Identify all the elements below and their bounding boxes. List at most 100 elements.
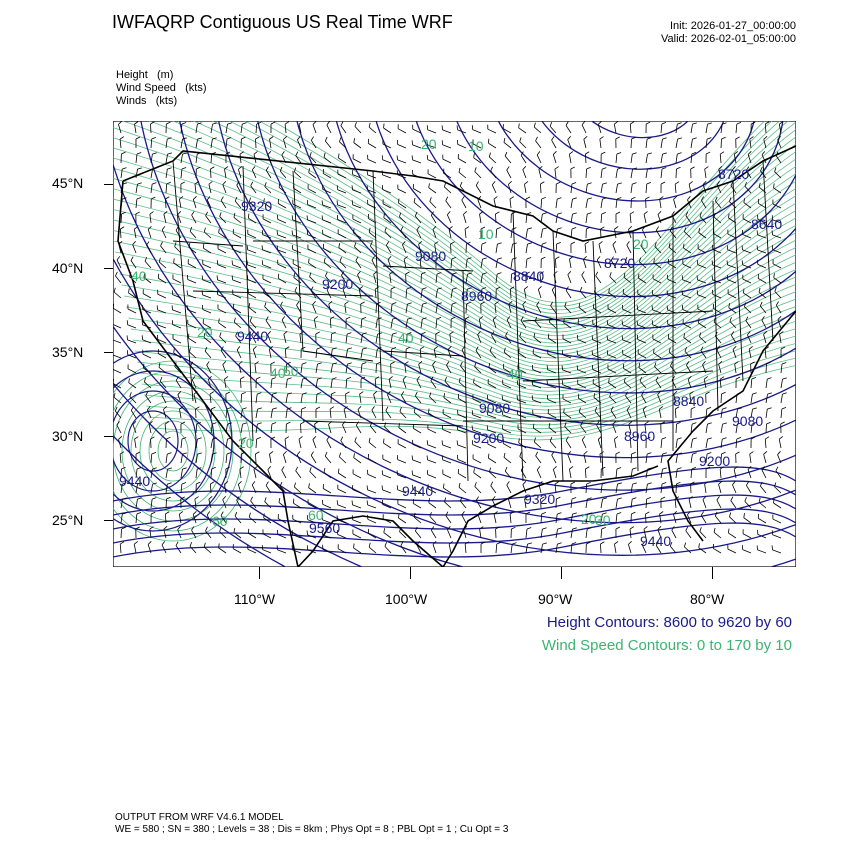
wind-barb	[224, 166, 229, 179]
wind-barb	[761, 466, 767, 479]
wind-barb	[645, 482, 652, 494]
wind-barb	[188, 347, 197, 359]
wind-barb	[165, 452, 172, 464]
wind-barb	[340, 436, 347, 449]
wind-barb	[113, 378, 122, 389]
wind-barb	[461, 511, 467, 524]
wind-barb	[142, 289, 152, 299]
wind-barb	[698, 543, 707, 554]
wind-barb	[778, 121, 784, 134]
wind-barb	[360, 347, 367, 359]
wind-barb	[313, 316, 319, 329]
wind-barb	[150, 182, 157, 194]
wind-barb	[564, 302, 572, 314]
wind-barb	[218, 228, 227, 239]
political-boundaries	[117, 145, 796, 567]
wind-barb	[488, 363, 497, 374]
wind-barb	[284, 436, 289, 449]
wind-barb	[471, 425, 482, 434]
wind-barb	[178, 511, 184, 524]
wind-barb	[367, 453, 377, 464]
state-boundary	[172, 240, 244, 247]
wind-barb	[355, 256, 362, 269]
wind-barb	[115, 271, 122, 284]
wind-barb	[300, 421, 305, 434]
wind-barb	[263, 198, 272, 209]
wind-barb	[337, 530, 347, 539]
wind-barb	[533, 437, 542, 449]
wind-barb	[210, 466, 216, 479]
wind-barb	[426, 125, 437, 134]
wind-barb	[660, 137, 667, 149]
wind-barb	[502, 424, 512, 434]
wind-barb	[390, 317, 397, 329]
wind-barb	[430, 211, 437, 224]
wind-barb	[195, 481, 201, 494]
wind-barb	[142, 349, 152, 359]
wind-barb	[675, 421, 681, 434]
wind-barb	[156, 320, 167, 329]
wind-barb	[233, 317, 242, 329]
wind-barb	[398, 513, 407, 524]
wind-barb	[120, 167, 127, 179]
wind-barb	[654, 362, 662, 374]
wind-barb	[600, 482, 607, 494]
wind-barb	[203, 542, 212, 554]
wind-barb	[743, 288, 752, 299]
wind-barb	[398, 198, 407, 209]
wind-barb	[240, 407, 247, 419]
wind-barb	[202, 243, 212, 254]
wind-barb	[489, 346, 497, 359]
speed-contour-line	[121, 121, 796, 333]
wind-barb	[771, 245, 782, 254]
wind-barb	[638, 363, 647, 374]
height-contour-label: 9440	[402, 483, 433, 499]
wind-barb	[535, 451, 542, 464]
wind-barb	[412, 124, 422, 134]
wind-barb	[314, 421, 319, 434]
wind-barb	[175, 376, 182, 389]
wind-barb	[516, 410, 527, 419]
wind-barb	[402, 376, 407, 389]
wind-barb	[240, 376, 245, 389]
wind-barb	[171, 290, 182, 299]
wind-barb	[777, 451, 782, 464]
wind-barb	[713, 317, 722, 329]
wind-barb	[187, 333, 197, 344]
wind-barb	[764, 436, 770, 449]
wind-barb	[120, 497, 127, 509]
wind-barb	[658, 406, 664, 419]
wind-barb	[702, 181, 707, 194]
wind-barb	[119, 136, 125, 149]
wind-barb	[645, 167, 652, 179]
wind-barb	[716, 496, 722, 509]
wind-barb	[771, 545, 782, 554]
wind-barb	[652, 334, 662, 344]
wind-barb	[726, 275, 737, 284]
wind-barb	[161, 226, 167, 239]
wind-barb	[159, 376, 167, 389]
wind-barb	[705, 466, 711, 479]
wind-barb	[326, 286, 332, 299]
wind-barb	[414, 526, 422, 539]
wind-barb	[390, 332, 397, 344]
wind-barb	[772, 199, 782, 209]
wind-barb	[180, 496, 185, 509]
wind-barb	[579, 286, 587, 299]
wind-barb	[418, 361, 423, 374]
wind-barb	[532, 409, 542, 419]
wind-barb	[141, 335, 152, 344]
wind-barb	[432, 226, 437, 239]
wind-barb	[655, 376, 662, 389]
wind-barb	[622, 304, 632, 314]
wind-barb	[735, 122, 742, 134]
wind-barb	[251, 481, 257, 494]
wind-barb	[177, 211, 182, 224]
wind-barb	[207, 376, 212, 389]
wind-barb	[637, 289, 647, 299]
wind-barb	[688, 181, 693, 194]
wind-barb	[495, 211, 500, 224]
wind-barb	[222, 181, 227, 194]
wind-barb	[704, 481, 709, 494]
wind-barb	[342, 286, 347, 299]
